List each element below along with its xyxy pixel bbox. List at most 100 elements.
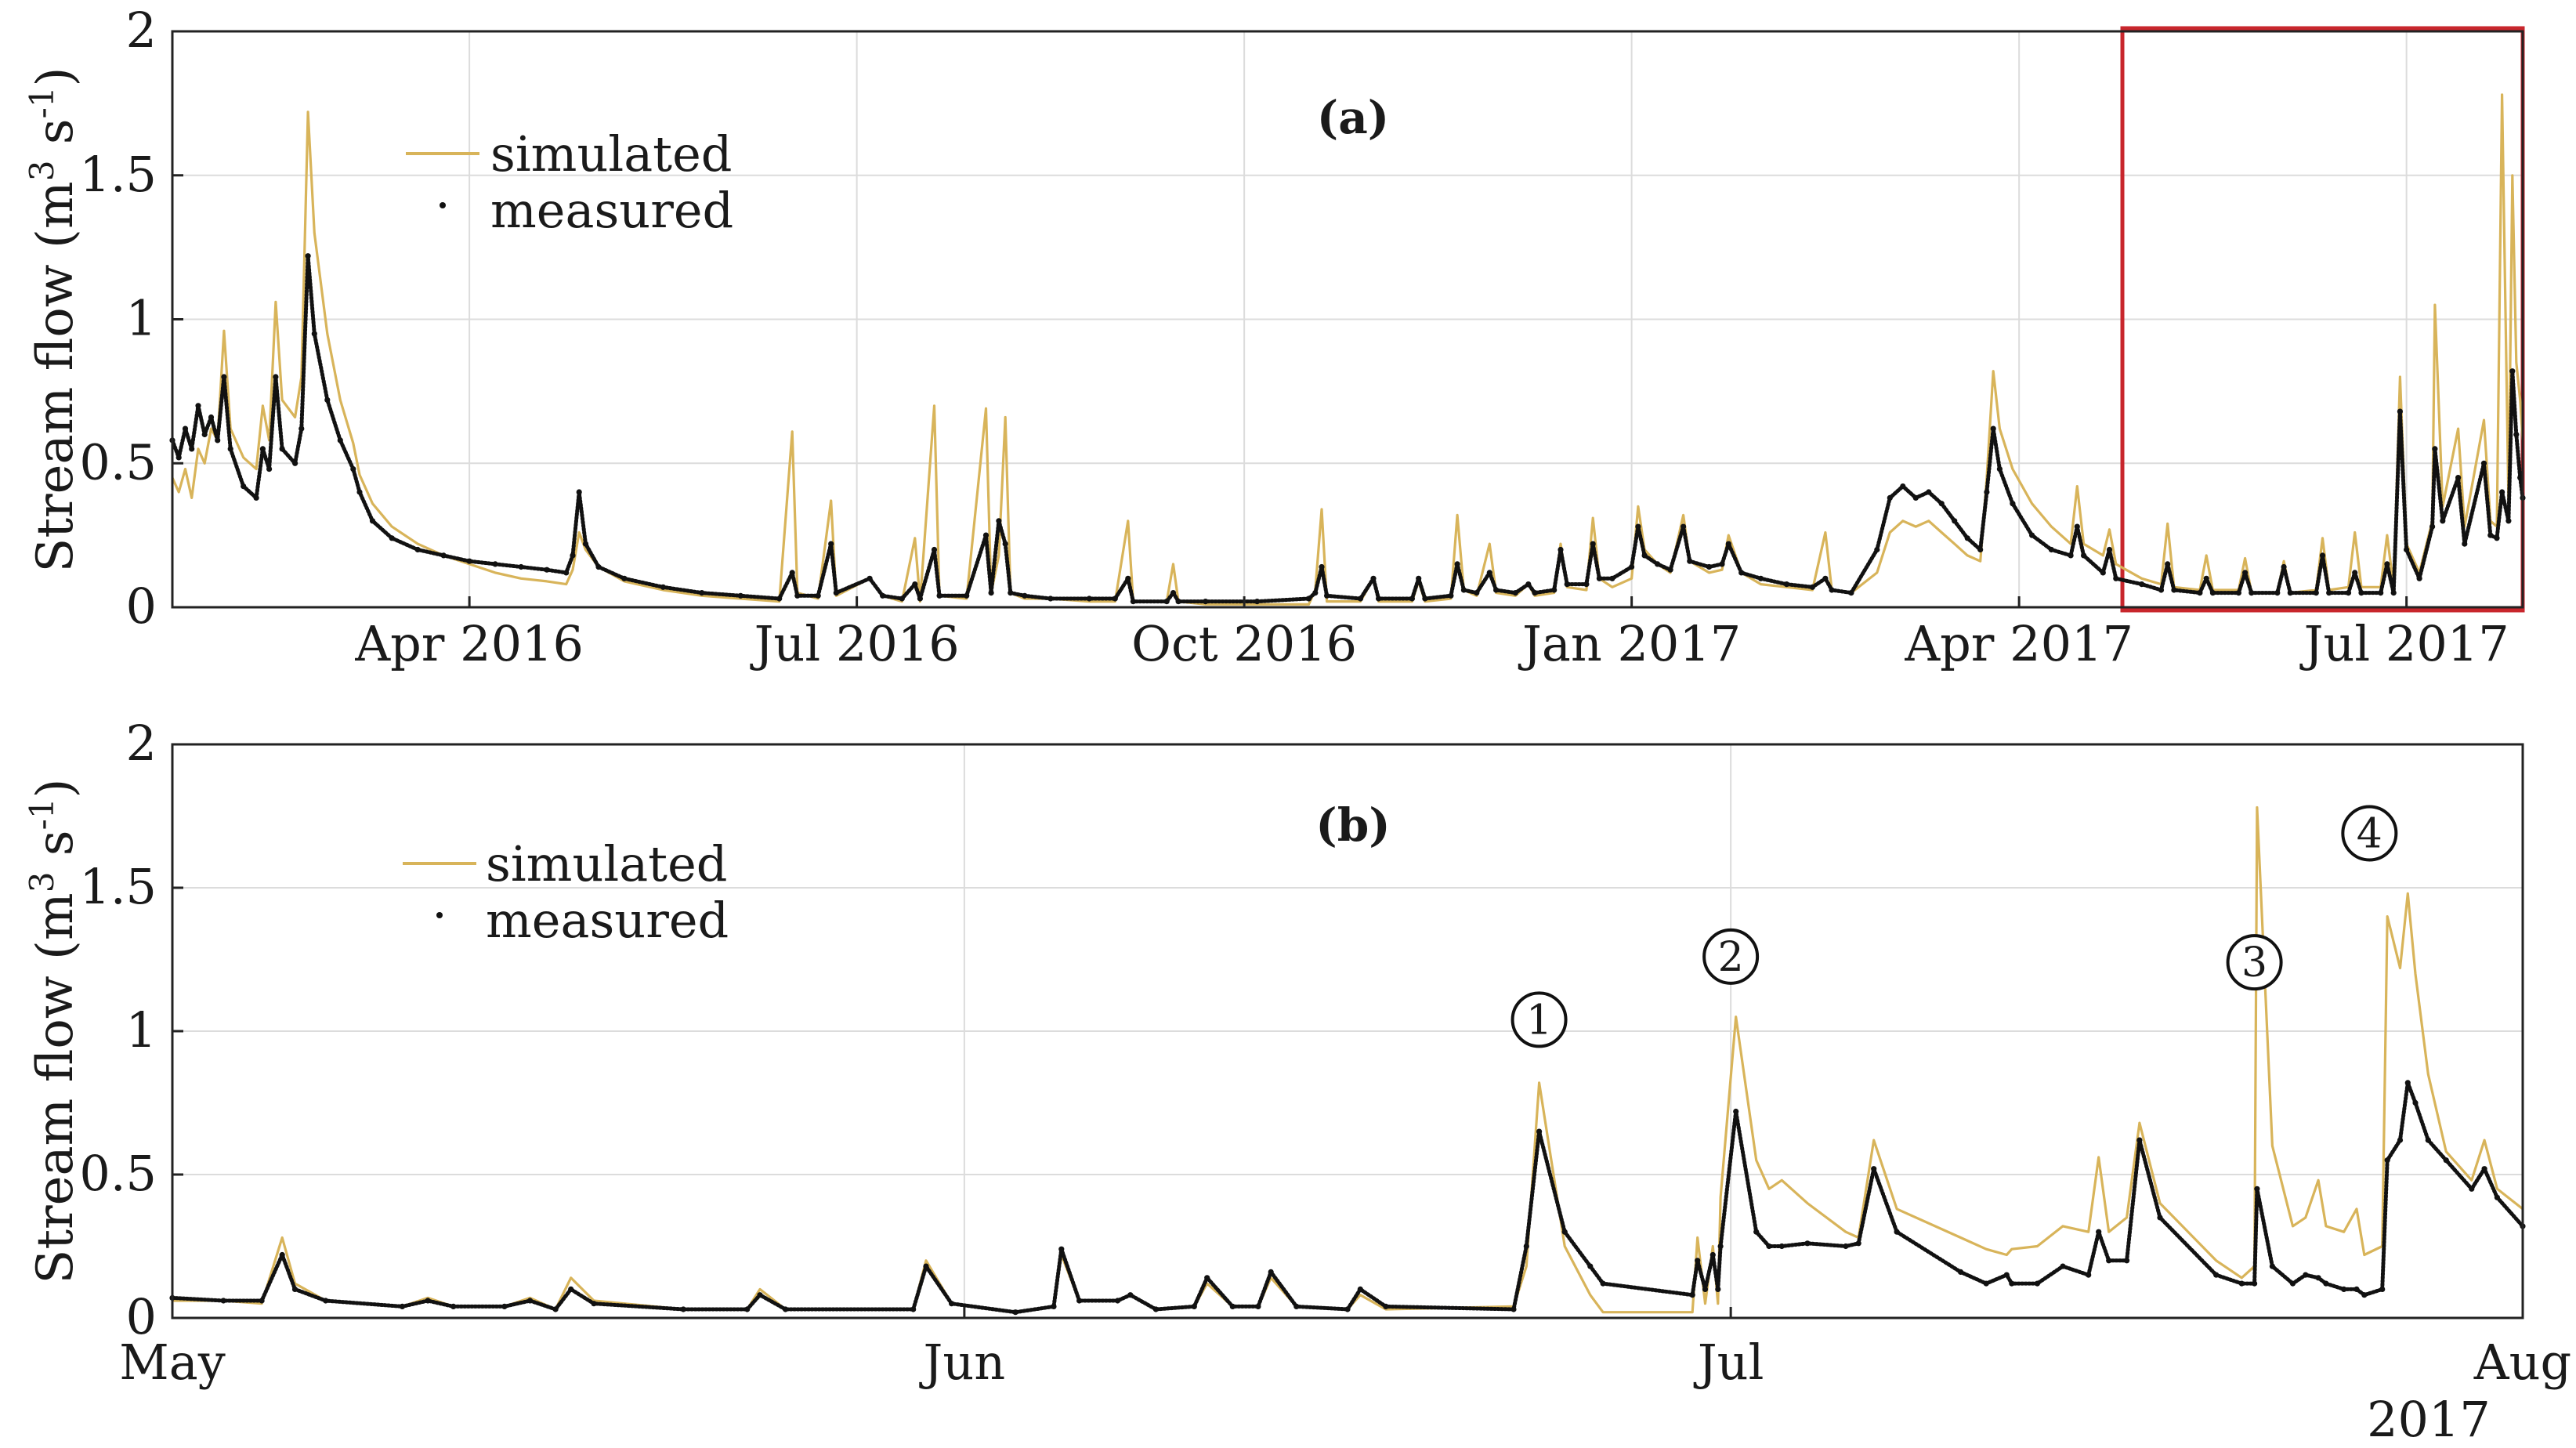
data-point-a-measured-118 <box>1926 489 1932 495</box>
data-point-a-measured-115 <box>1887 494 1893 501</box>
data-point-b-measured-10 <box>526 1298 534 1304</box>
data-point-b-measured-60 <box>2003 1272 2010 1278</box>
data-point-a-measured-80 <box>1422 595 1428 602</box>
data-point-a-measured-11 <box>253 494 259 501</box>
data-point-a-measured-7 <box>215 437 221 443</box>
data-point-a-measured-157 <box>2397 408 2403 414</box>
data-point-b-measured-25 <box>1114 1298 1121 1304</box>
y-tick-label-a-3: 1.5 <box>79 146 157 203</box>
data-point-a-measured-43 <box>794 592 801 599</box>
data-point-a-measured-77 <box>1376 595 1382 602</box>
data-point-a-measured-143 <box>2242 570 2249 576</box>
data-point-a-measured-57 <box>996 518 1002 524</box>
data-point-a-measured-73 <box>1319 563 1325 570</box>
data-point-a-measured-170 <box>2509 368 2516 375</box>
data-point-b-measured-87 <box>2425 1137 2431 1143</box>
y-tick-label-a-1: 0.5 <box>79 433 157 491</box>
data-point-a-measured-169 <box>2505 518 2512 524</box>
data-point-b-measured-1 <box>220 1298 226 1304</box>
data-point-a-measured-39 <box>699 590 705 596</box>
data-point-b-measured-22 <box>1051 1303 1057 1309</box>
data-point-b-measured-62 <box>2034 1280 2040 1287</box>
data-point-a-measured-82 <box>1454 561 1460 567</box>
data-point-b-measured-82 <box>2379 1286 2386 1292</box>
data-point-b-measured-6 <box>399 1303 406 1309</box>
data-point-a-measured-90 <box>1551 587 1558 593</box>
data-point-b-measured-36 <box>1383 1303 1389 1309</box>
data-point-a-measured-65 <box>1130 599 1136 605</box>
data-point-b-measured-17 <box>783 1306 789 1312</box>
data-point-a-measured-40 <box>737 592 743 599</box>
data-point-b-measured-5 <box>323 1298 329 1304</box>
data-point-a-measured-159 <box>2416 575 2422 581</box>
data-point-b-measured-33 <box>1293 1303 1300 1309</box>
x-ticks-a: Apr 2016 Jul 2016 Oct 2016 Jan 2017 Apr 2017… <box>354 596 2509 672</box>
y-tick-label-b-1: 0.5 <box>79 1145 157 1202</box>
data-point-a-measured-171 <box>2513 431 2520 438</box>
data-point-a-measured-45 <box>828 541 834 547</box>
event-markers-b: 1 2 3 4 <box>1511 805 2398 1048</box>
data-point-b-measured-29 <box>1204 1275 1210 1281</box>
event-marker-circle-3 <box>2226 934 2283 991</box>
data-point-a-measured-127 <box>2029 532 2035 538</box>
data-point-a-measured-3 <box>189 446 195 452</box>
grid-a <box>172 31 2523 607</box>
panel-b: 0 0.5 1 1.5 2 May Jun Jul Aug 1 2 3 4 (b) 2017 Str… <box>23 715 2572 1448</box>
panel-title-a: (a) <box>1317 91 1389 144</box>
y-ticks-a: 0 0.5 1 1.5 2 <box>79 2 183 635</box>
data-point-a-measured-162 <box>2440 518 2446 524</box>
data-point-b-measured-78 <box>2323 1280 2329 1287</box>
data-point-a-measured-18 <box>305 253 311 259</box>
data-point-b-measured-21 <box>1012 1309 1018 1316</box>
data-point-a-measured-28 <box>466 558 472 564</box>
data-point-a-measured-36 <box>595 563 602 570</box>
data-point-b-measured-77 <box>2315 1275 2321 1281</box>
data-point-a-measured-85 <box>1486 570 1492 576</box>
data-point-a-measured-168 <box>2499 489 2505 495</box>
event-marker-circle-4 <box>2341 805 2398 862</box>
data-point-a-measured-99 <box>1641 552 1648 559</box>
data-point-a-measured-34 <box>576 489 582 495</box>
data-point-b-measured-70 <box>2213 1272 2220 1278</box>
data-point-b-measured-28 <box>1191 1303 1197 1309</box>
legend-b-simulated-label: simulated <box>486 835 727 892</box>
data-point-a-measured-126 <box>2010 501 2016 507</box>
x-tick-label-b-3: Aug <box>2473 1334 2571 1391</box>
data-point-a-measured-125 <box>1996 466 2003 472</box>
data-point-b-measured-64 <box>2086 1272 2092 1278</box>
y-tick-label-a-2: 1 <box>126 290 157 347</box>
data-point-a-measured-10 <box>241 483 247 490</box>
data-point-a-measured-128 <box>2048 546 2054 553</box>
y-axis-label-b-sup1: 3 <box>23 872 61 893</box>
data-point-a-measured-161 <box>2432 446 2438 452</box>
data-point-b-measured-48 <box>1717 1243 1724 1250</box>
data-point-b-measured-89 <box>2469 1186 2475 1192</box>
data-point-a-measured-79 <box>1416 575 1422 581</box>
data-point-a-measured-23 <box>356 489 363 495</box>
y-axis-label-b-mid: s <box>27 830 85 871</box>
data-point-a-measured-97 <box>1629 563 1635 570</box>
data-point-a-measured-20 <box>324 396 331 403</box>
data-point-a-measured-148 <box>2313 590 2319 596</box>
data-point-a-measured-63 <box>1112 595 1118 602</box>
data-point-b-measured-91 <box>2494 1194 2500 1200</box>
data-point-b-measured-75 <box>2289 1280 2296 1287</box>
data-point-a-measured-17 <box>298 425 305 432</box>
data-point-b-measured-55 <box>1855 1240 1861 1247</box>
data-point-a-measured-62 <box>1086 595 1092 602</box>
data-point-b-measured-79 <box>2341 1286 2347 1292</box>
data-point-a-measured-76 <box>1370 575 1377 581</box>
data-point-a-measured-101 <box>1667 567 1673 573</box>
data-point-b-measured-84 <box>2397 1137 2404 1143</box>
data-point-a-measured-41 <box>776 595 783 602</box>
data-point-a-measured-158 <box>2404 546 2410 553</box>
data-point-b-measured-4 <box>291 1286 298 1292</box>
y-tick-label-a-4: 2 <box>126 2 157 59</box>
event-marker-circle-1 <box>1511 991 1568 1048</box>
data-point-a-measured-137 <box>2165 561 2171 567</box>
data-point-b-measured-80 <box>2353 1286 2360 1292</box>
data-point-b-measured-67 <box>2124 1258 2130 1264</box>
data-point-a-measured-32 <box>563 570 570 576</box>
event-marker-label-4: 4 <box>2357 810 2382 857</box>
